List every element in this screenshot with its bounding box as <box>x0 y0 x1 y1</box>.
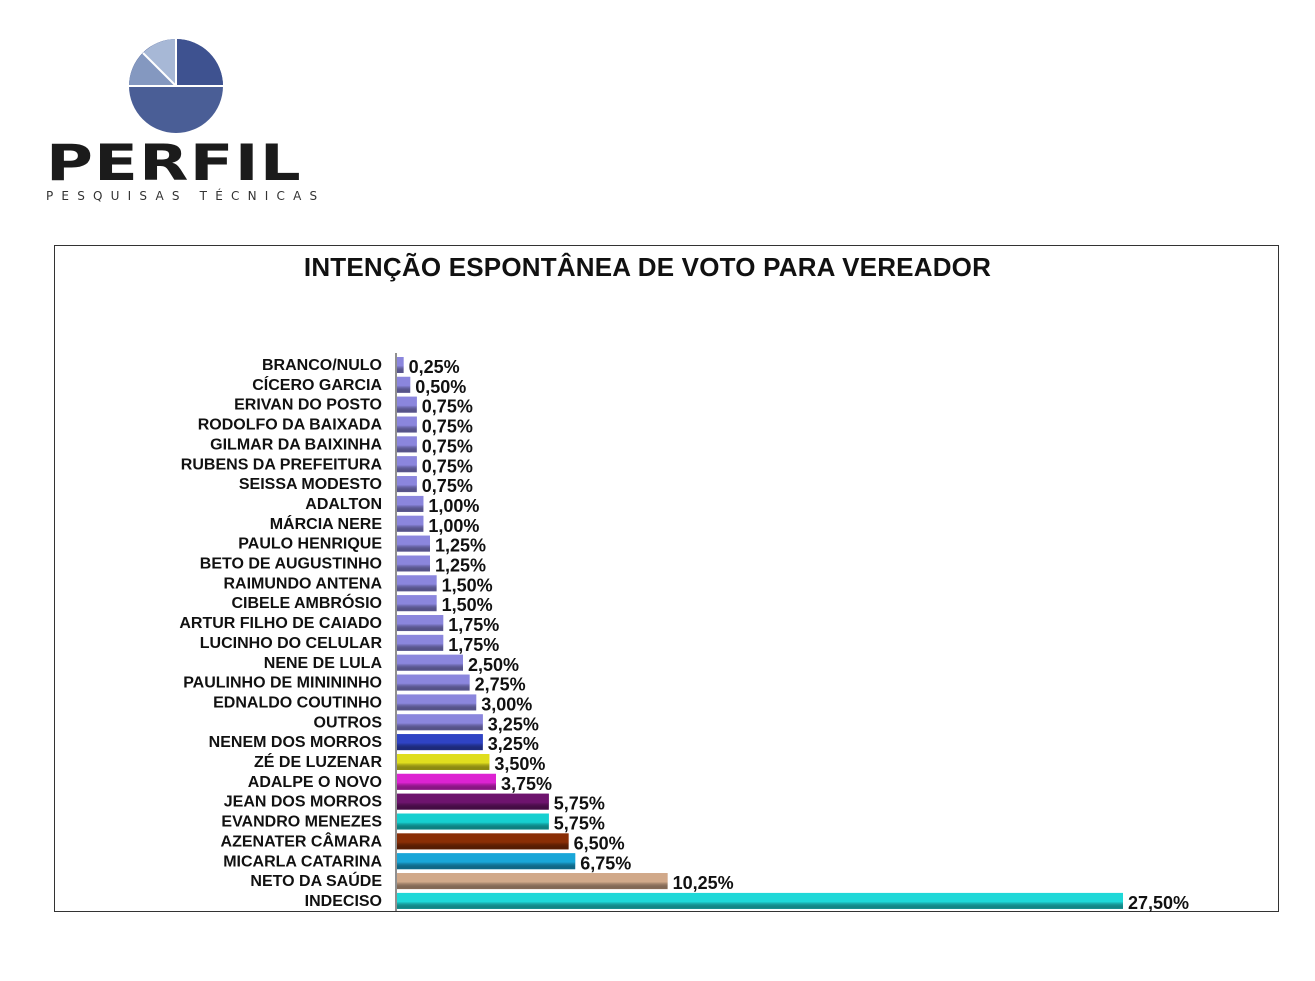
category-label: MICARLA CATARINA <box>223 853 382 870</box>
perfil-logo <box>40 30 320 210</box>
logo-pie-slice-top-right <box>176 39 223 86</box>
value-label: 1,50% <box>442 575 493 595</box>
bar-shade <box>397 535 430 552</box>
bar-shade <box>397 416 417 433</box>
logo-pie-slice-top <box>143 39 176 86</box>
category-label: PAULO HENRIQUE <box>238 536 382 553</box>
bar-shade <box>397 575 437 592</box>
bar-shade <box>397 714 483 731</box>
bar-shade <box>397 595 437 612</box>
category-label: BRANCO/NULO <box>262 357 382 374</box>
value-label: 0,75% <box>422 417 473 437</box>
bar-shade <box>397 833 569 850</box>
bar-shade <box>397 495 424 512</box>
value-label: 10,25% <box>673 873 734 893</box>
bar-shade <box>397 853 576 870</box>
value-label: 6,75% <box>580 853 631 873</box>
value-label: 3,00% <box>481 694 532 714</box>
category-label: ADALTON <box>305 496 382 513</box>
value-label: 2,50% <box>468 655 519 675</box>
bar-shade <box>397 456 417 473</box>
category-label: PAULINHO DE MINININHO <box>183 675 382 692</box>
logo-tagline: PESQUISAS TÉCNICAS <box>46 189 326 203</box>
category-label: NENE DE LULA <box>264 655 383 672</box>
bar-shade <box>397 773 496 790</box>
logo-pie-slice-left <box>129 53 176 86</box>
bar-shade <box>397 555 430 572</box>
value-label: 0,75% <box>422 397 473 417</box>
value-label: 3,25% <box>488 734 539 754</box>
value-label: 1,00% <box>428 516 479 536</box>
value-label: 27,50% <box>1128 893 1189 913</box>
bar-shade <box>397 634 444 651</box>
value-label: 0,75% <box>422 436 473 456</box>
value-label: 1,75% <box>448 615 499 635</box>
bar-shade <box>397 734 483 751</box>
value-label: 0,75% <box>422 476 473 496</box>
category-label: RUBENS DA PREFEITURA <box>181 456 383 473</box>
category-label: ERIVAN DO POSTO <box>234 397 382 414</box>
category-label: EVANDRO MENEZES <box>221 814 382 831</box>
bar-shade <box>397 436 417 453</box>
bar-shade <box>397 515 424 532</box>
bar-shade <box>397 694 477 711</box>
category-label: NETO DA SAÚDE <box>250 871 382 890</box>
category-label: CIBELE AMBRÓSIO <box>231 593 382 612</box>
category-label: CÍCERO GARCIA <box>252 375 382 394</box>
value-label: 0,50% <box>415 377 466 397</box>
value-label: 1,25% <box>435 536 486 556</box>
category-label: AZENATER CÂMARA <box>221 831 383 850</box>
bar-shade <box>397 892 1123 909</box>
value-label: 5,75% <box>554 794 605 814</box>
category-label: ARTUR FILHO DE CAIADO <box>179 615 382 632</box>
category-label: SEISSA MODESTO <box>239 476 382 493</box>
category-label: NENEM DOS MORROS <box>209 734 383 751</box>
bar-shade <box>397 654 463 671</box>
value-label: 3,25% <box>488 714 539 734</box>
bars-layer: BRANCO/NULO 0,25% CÍCERO GARCIA 0,50% ERIVAN… <box>179 353 1189 913</box>
logo-wordmark: PERFIL <box>46 134 302 192</box>
chart-frame <box>54 245 1279 912</box>
category-label: MÁRCIA NERE <box>270 514 383 533</box>
value-label: 5,75% <box>554 814 605 834</box>
value-label: 6,50% <box>574 833 625 853</box>
category-label: BETO DE AUGUSTINHO <box>200 556 382 573</box>
value-label: 2,75% <box>475 675 526 695</box>
bar-shade <box>397 873 668 890</box>
pie-logo-icon <box>129 39 223 133</box>
bar-shade <box>397 674 470 691</box>
category-label: RODOLFO DA BAIXADA <box>198 417 383 434</box>
value-label: 1,00% <box>428 496 479 516</box>
chart-title: INTENÇÃO ESPONTÂNEA DE VOTO PARA VEREADO… <box>303 252 992 282</box>
value-label: 0,25% <box>409 357 460 377</box>
bar-shade <box>397 476 417 493</box>
category-label: JEAN DOS MORROS <box>224 794 383 811</box>
value-label: 1,25% <box>435 556 486 576</box>
value-label: 3,75% <box>501 774 552 794</box>
bar-shade <box>397 793 549 810</box>
bar-shade <box>397 357 404 373</box>
bar-shade <box>397 396 417 413</box>
bar-shade <box>397 376 411 393</box>
value-label: 1,75% <box>448 635 499 655</box>
value-label: 0,75% <box>422 456 473 476</box>
bar-shade <box>397 754 490 770</box>
category-label: EDNALDO COUTINHO <box>213 694 382 711</box>
category-label: OUTROS <box>314 714 383 731</box>
category-label: ZÉ DE LUZENAR <box>254 752 382 771</box>
logo-pie-divider <box>142 52 177 87</box>
value-label: 3,50% <box>494 754 545 774</box>
bar-shade <box>397 615 444 632</box>
category-label: ADALPE O NOVO <box>248 774 382 791</box>
category-label: INDECISO <box>305 893 382 910</box>
category-label: RAIMUNDO ANTENA <box>223 575 382 592</box>
category-label: LUCINHO DO CELULAR <box>200 635 383 652</box>
bar-shade <box>397 813 549 830</box>
value-label: 1,50% <box>442 595 493 615</box>
category-label: GILMAR DA BAIXINHA <box>210 436 382 453</box>
